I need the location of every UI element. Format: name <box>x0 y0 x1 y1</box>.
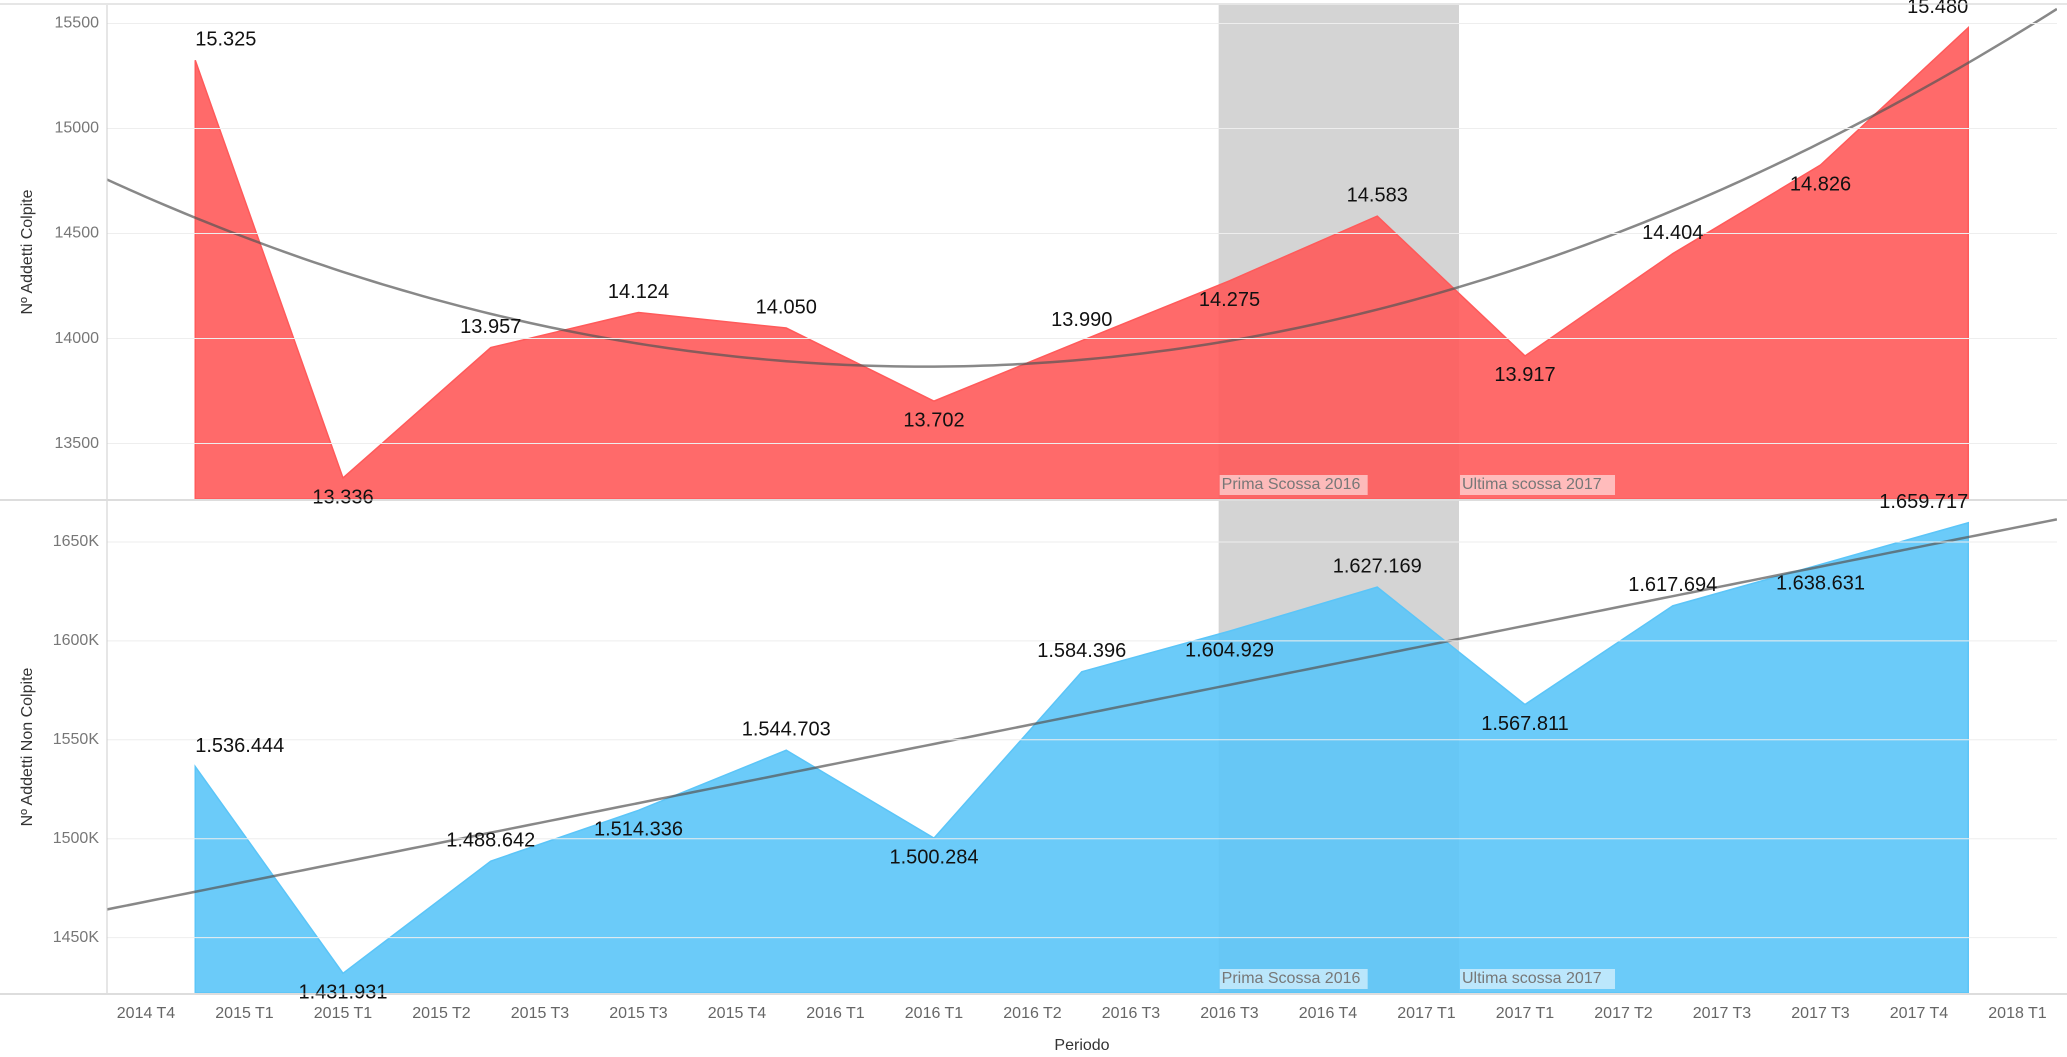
x-tick-label: 2017 T3 <box>1693 1005 1752 1022</box>
x-tick-label: 2015 T3 <box>609 1005 668 1022</box>
value-label: 14.404 <box>1642 222 1703 244</box>
value-label: 13.917 <box>1494 364 1555 386</box>
x-tick-label: 2015 T2 <box>412 1005 471 1022</box>
trend-line <box>107 7 2057 368</box>
annotation: Prima Scossa 2016 <box>1222 476 1361 493</box>
value-label: 14.050 <box>756 296 817 318</box>
area <box>194 25 1969 499</box>
value-label: 1.431.931 <box>299 982 388 1004</box>
y-axis-title: Nº Addetti Non Colpite <box>19 667 36 826</box>
value-label: 15.325 <box>195 29 256 51</box>
value-label: 1.617.694 <box>1628 574 1717 596</box>
x-tick-label: 2015 T3 <box>511 1005 570 1022</box>
value-label: 1.536.444 <box>195 735 284 757</box>
value-label: 15.480 <box>1907 0 1968 18</box>
value-label: 1.604.929 <box>1185 639 1274 661</box>
value-label: 14.275 <box>1199 289 1260 311</box>
x-tick-label: 2015 T1 <box>215 1005 274 1022</box>
x-axis-title: Periodo <box>1054 1037 1109 1054</box>
value-label: 1.584.396 <box>1037 640 1126 662</box>
value-label: 1.627.169 <box>1333 555 1422 577</box>
annotation: Prima Scossa 2016 <box>1222 970 1361 987</box>
y-tick-label: 13500 <box>55 435 100 452</box>
value-label: 13.336 <box>312 486 373 508</box>
y-tick-label: 1500K <box>53 830 100 847</box>
y-axis-title: Nº Addetti Colpite <box>19 189 36 314</box>
y-tick-label: 14500 <box>55 225 100 242</box>
value-label: 1.638.631 <box>1776 573 1865 595</box>
value-label: 1.514.336 <box>594 819 683 841</box>
x-tick-label: 2016 T1 <box>806 1005 865 1022</box>
value-label: 14.124 <box>608 281 669 303</box>
x-tick-label: 2017 T2 <box>1594 1005 1653 1022</box>
x-tick-label: 2016 T4 <box>1299 1005 1358 1022</box>
trend-line <box>107 518 2057 911</box>
annotation-bg <box>1219 475 1368 495</box>
x-tick-label: 2017 T1 <box>1496 1005 1555 1022</box>
y-tick-label: 15500 <box>55 15 100 32</box>
value-label: 14.583 <box>1347 184 1408 206</box>
x-tick-label: 2016 T3 <box>1200 1005 1259 1022</box>
panel <box>107 5 2057 499</box>
x-tick-label: 2017 T4 <box>1890 1005 1949 1022</box>
value-label: 13.990 <box>1051 309 1112 331</box>
x-tick-label: 2017 T1 <box>1397 1005 1456 1022</box>
y-tick-label: 14000 <box>55 330 100 347</box>
panel <box>107 501 2057 993</box>
annotation: Ultima scossa 2017 <box>1462 476 1602 493</box>
value-label: 1.500.284 <box>890 846 979 868</box>
x-tick-label: 2014 T4 <box>117 1005 176 1022</box>
annotation-bg <box>1460 475 1616 495</box>
value-label: 1.544.703 <box>742 719 831 741</box>
area <box>194 521 1969 993</box>
y-tick-label: 1600K <box>53 632 100 649</box>
x-tick-label: 2015 T1 <box>314 1005 373 1022</box>
value-label: 1.567.811 <box>1481 713 1569 735</box>
y-tick-label: 1550K <box>53 731 100 748</box>
value-label: 1.659.717 <box>1879 491 1968 513</box>
annotation: Ultima scossa 2017 <box>1462 970 1602 987</box>
x-tick-label: 2015 T4 <box>708 1005 767 1022</box>
x-tick-label: 2018 T1 <box>1988 1005 2047 1022</box>
x-tick-label: 2016 T1 <box>905 1005 964 1022</box>
y-tick-label: 1450K <box>53 929 100 946</box>
y-tick-label: 15000 <box>55 120 100 137</box>
value-label: 13.702 <box>903 409 964 431</box>
annotation-bg <box>1460 969 1616 989</box>
value-label: 1.488.642 <box>446 829 535 851</box>
value-label: 14.826 <box>1790 173 1851 195</box>
value-label: 13.957 <box>460 316 521 338</box>
y-tick-label: 1650K <box>53 533 100 550</box>
x-tick-label: 2016 T3 <box>1102 1005 1161 1022</box>
x-tick-label: 2017 T3 <box>1791 1005 1850 1022</box>
x-tick-label: 2016 T2 <box>1003 1005 1062 1022</box>
annotation-bg <box>1219 969 1368 989</box>
